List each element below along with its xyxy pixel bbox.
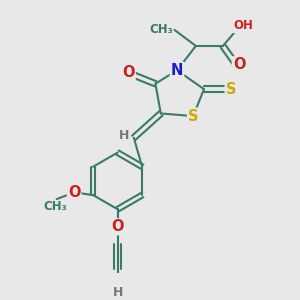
Text: O: O	[111, 219, 124, 234]
Text: H: H	[119, 129, 130, 142]
Text: H: H	[112, 286, 123, 299]
Text: N: N	[171, 63, 183, 78]
Text: OH: OH	[233, 19, 253, 32]
Text: O: O	[68, 185, 80, 200]
Text: O: O	[122, 65, 135, 80]
Text: CH₃: CH₃	[149, 23, 173, 36]
Text: CH₃: CH₃	[44, 200, 67, 214]
Text: S: S	[226, 82, 236, 97]
Text: O: O	[233, 57, 245, 72]
Text: S: S	[188, 109, 198, 124]
